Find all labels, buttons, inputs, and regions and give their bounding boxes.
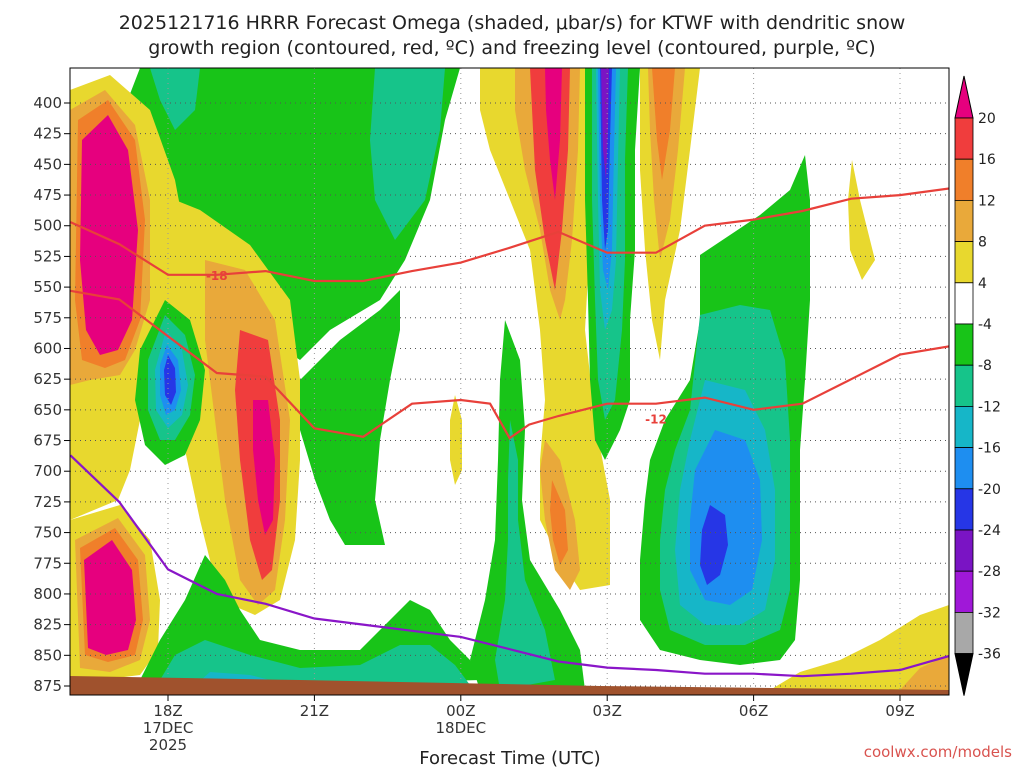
colorbar-label: 8 [978, 235, 987, 251]
x-tick-label: 18DEC [436, 719, 487, 737]
y-tick-label: 575 [33, 309, 62, 327]
colorbar-segment [954, 570, 974, 613]
omega-region-orange-lower-right [900, 655, 949, 690]
colorbar: 20 16 12 8 4 -4 -8 -12 -16 -20 -24 -28 -32 -36 [954, 75, 1001, 696]
colorbar-segment [954, 117, 974, 160]
colorbar-label: 20 [978, 111, 996, 127]
omega-region-darkblue-18z [164, 355, 176, 405]
omega-region-teal-top [150, 68, 200, 130]
contour-line-2 [70, 454, 949, 678]
omega-region-yellow-small-00z [450, 395, 462, 485]
y-tick-label: 875 [33, 677, 62, 695]
omega-region-red-02z-lower [550, 480, 568, 565]
colorbar-segment [954, 488, 974, 531]
x-tick-label: 09Z [885, 702, 914, 720]
x-tick-label: 00Z [446, 702, 475, 720]
colorbar-segment [954, 447, 974, 490]
chart-title-line-1: 2025121716 HRRR Forecast Omega (shaded, … [119, 12, 906, 34]
colorbar-label: -4 [978, 317, 992, 333]
x-tick-label: 17DEC [143, 719, 194, 737]
credit-text: coolwx.com/models [864, 743, 1012, 761]
omega-region-teal-upper [370, 68, 445, 240]
omega-region-green-center [300, 290, 400, 545]
colorbar-label: 12 [978, 193, 996, 209]
omega-region-yellow-08z [848, 160, 875, 280]
x-tick-label: 21Z [300, 702, 329, 720]
y-tick-label: 450 [33, 155, 62, 173]
y-tick-label: 825 [33, 616, 62, 634]
contour-label: -18 [206, 269, 228, 283]
y-tick-label: 425 [33, 125, 62, 143]
y-tick-label: 550 [33, 278, 62, 296]
plot-area [70, 68, 949, 695]
omega-shading [70, 68, 949, 692]
colorbar-label: -36 [978, 647, 1001, 663]
contour-label: -12 [645, 412, 667, 426]
colorbar-segment [954, 405, 974, 448]
y-tick-label: 700 [33, 462, 62, 480]
colorbar-bottom-arrow [954, 653, 974, 696]
y-tick-label: 800 [33, 585, 62, 603]
y-tick-label: 650 [33, 401, 62, 419]
colorbar-segment [954, 158, 974, 201]
omega-region-yellow-02z [480, 68, 610, 590]
contour-lines [70, 187, 949, 678]
colorbar-label: 4 [978, 276, 987, 292]
contour-line-1 [70, 289, 949, 440]
omega-region-purple-03z [601, 68, 609, 180]
y-tick-label: 625 [33, 370, 62, 388]
chart-title-line-2: growth region (contoured, red, ºC) and f… [148, 37, 875, 59]
omega-region-darkblue-right [700, 505, 728, 585]
colorbar-top-arrow [954, 75, 974, 119]
terrain-strip [70, 676, 949, 695]
colorbar-segment [954, 364, 974, 407]
colorbar-label: -12 [978, 399, 1001, 415]
y-tick-label: 475 [33, 186, 62, 204]
colorbar-segment [954, 199, 974, 242]
x-tick-label: 18Z [153, 702, 182, 720]
omega-region-pink-02z [545, 68, 562, 200]
x-tick-label: 2025 [149, 736, 187, 754]
y-axis: 400 425 450 475 500 525 550 575 600 625 650 675 700 7… [33, 94, 70, 695]
y-tick-label: 750 [33, 524, 62, 542]
colorbar-label: -16 [978, 441, 1001, 457]
x-axis-label: Forecast Time (UTC) [419, 748, 600, 768]
colorbar-label: -20 [978, 482, 1001, 498]
colorbar-segment [954, 282, 974, 325]
colorbar-label: -28 [978, 564, 1001, 580]
colorbar-label: -8 [978, 358, 992, 374]
contour-labels: -18 -12 [206, 269, 667, 427]
x-tick-label: 03Z [593, 702, 622, 720]
colorbar-segment [954, 241, 974, 284]
omega-region-green-01z [470, 320, 585, 690]
y-tick-label: 725 [33, 493, 62, 511]
colorbar-segment [954, 323, 974, 366]
x-tick-label: 06Z [739, 702, 768, 720]
omega-region-pink-midleft [253, 400, 275, 535]
colorbar-label: -24 [978, 523, 1001, 539]
colorbar-label: 16 [978, 152, 996, 168]
plot-border [69, 67, 950, 696]
omega-region-pink-lower-left [84, 540, 136, 655]
colorbar-segment [954, 612, 974, 655]
y-tick-label: 400 [33, 94, 62, 112]
omega-region-teal-01z [495, 420, 555, 690]
omega-region-red-04z [652, 68, 675, 180]
y-tick-label: 775 [33, 554, 62, 572]
y-tick-label: 850 [33, 646, 62, 664]
y-tick-label: 600 [33, 339, 62, 357]
colorbar-label: -32 [978, 605, 1001, 621]
contour-line-0 [70, 187, 949, 283]
y-tick-label: 675 [33, 432, 62, 450]
y-tick-label: 500 [33, 217, 62, 235]
y-tick-label: 525 [33, 247, 62, 265]
colorbar-segment [954, 529, 974, 572]
